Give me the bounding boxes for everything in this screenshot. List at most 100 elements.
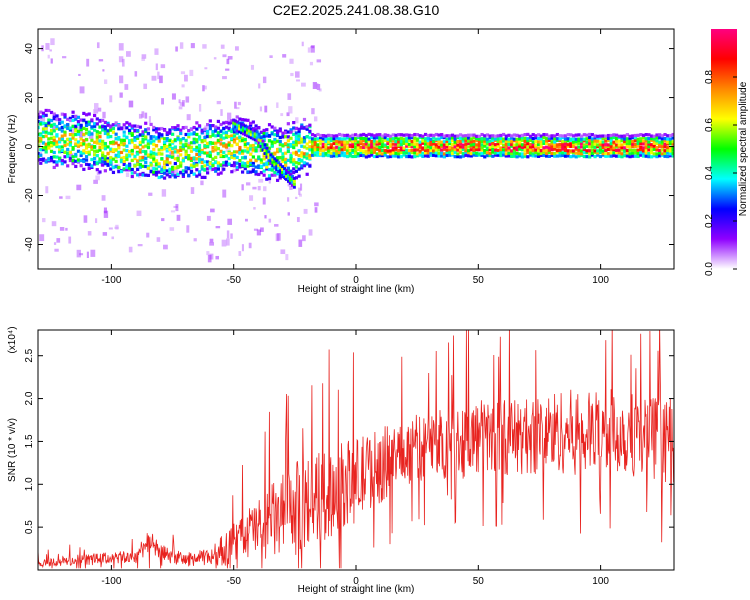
heatmap-cell [165, 169, 169, 173]
heatmap-speckle [144, 112, 148, 119]
heatmap-cell [413, 132, 417, 137]
heatmap-cell [222, 136, 226, 140]
heatmap-cell [82, 149, 86, 153]
heatmap-cell [281, 168, 285, 172]
heatmap-cell [76, 115, 81, 119]
heatmap-cell [66, 142, 70, 146]
heatmap-speckle [134, 71, 138, 77]
heatmap-cell [162, 147, 167, 151]
heatmap-cell [499, 140, 503, 144]
heatmap-cell [335, 154, 339, 158]
heatmap-cell [149, 152, 153, 156]
heatmap-cell [292, 170, 296, 175]
heatmap-cell [660, 152, 664, 156]
heatmap-cell [55, 140, 59, 144]
heatmap-cell [101, 139, 105, 143]
heatmap-cell [453, 147, 457, 151]
heatmap-cell [230, 163, 234, 168]
heatmap-cell [596, 151, 600, 155]
heatmap-cell [386, 141, 390, 146]
heatmap-cell [240, 138, 245, 143]
heatmap-cell [176, 149, 180, 153]
heatmap-cell [480, 139, 484, 144]
heatmap-cell [160, 152, 164, 156]
heatmap-cell [157, 132, 161, 136]
heatmap-cell [372, 146, 377, 150]
heatmap-cell [125, 135, 129, 140]
heatmap-cell [130, 158, 134, 163]
heatmap-cell [63, 155, 67, 159]
heatmap-cell [639, 151, 643, 155]
heatmap-cell [520, 148, 525, 152]
heatmap-cell [238, 147, 242, 152]
heatmap-cell [165, 157, 169, 161]
heatmap-cell [316, 150, 320, 155]
heatmap-cell [224, 120, 229, 124]
heatmap-cell [580, 145, 584, 149]
heatmap-cell [243, 149, 247, 153]
heatmap-cell [292, 182, 296, 186]
heatmap-cell [364, 155, 368, 159]
heatmap-cell [426, 138, 430, 143]
heatmap-cell [255, 133, 259, 137]
heatmap-cell [631, 154, 635, 158]
heatmap-cell [103, 141, 107, 146]
heatmap-cell [571, 149, 576, 153]
heatmap-cell [222, 121, 226, 125]
heatmap-cell [246, 170, 250, 174]
heatmap-cell [214, 148, 218, 152]
figure-title: C2E2.2025.241.08.38.G10 [273, 2, 440, 18]
heatmap-cell [378, 154, 382, 158]
heatmap-speckle [234, 101, 237, 109]
heatmap-cell [265, 162, 269, 166]
heatmap-cell [125, 153, 129, 157]
snr-x-tick-label: 100 [592, 576, 609, 587]
heatmap-cell [176, 156, 180, 160]
heatmap-cell [122, 142, 126, 146]
heatmap-cell [644, 146, 648, 150]
heatmap-cell [232, 127, 236, 131]
heatmap-cell [60, 112, 64, 116]
heatmap-cell [526, 132, 530, 137]
heatmap-cell [442, 155, 447, 159]
heatmap-cell [469, 137, 473, 141]
heatmap-cell [663, 145, 667, 149]
heatmap-cell [234, 128, 238, 132]
heatmap-cell [620, 134, 624, 138]
heatmap-cell [566, 151, 570, 155]
heatmap-cell [292, 162, 296, 166]
heatmap-cell [585, 155, 589, 159]
heatmap-cell [247, 126, 251, 130]
heatmap-cell [219, 122, 223, 127]
heatmap-speckle [202, 85, 205, 92]
heatmap-cell [569, 155, 573, 159]
heatmap-cell [74, 154, 78, 158]
heatmap-cell [448, 150, 452, 154]
heatmap-speckle [69, 153, 73, 156]
heatmap-cell [378, 133, 382, 137]
heatmap-cell [448, 136, 452, 140]
heatmap-cell [577, 133, 581, 137]
heatmap-cell [407, 154, 412, 159]
heatmap-cell [216, 131, 220, 135]
heatmap-cell [219, 142, 223, 146]
heatmap-cell [138, 172, 142, 176]
heatmap-cell [149, 122, 153, 127]
heatmap-cell [300, 123, 304, 127]
heatmap-cell [407, 136, 412, 140]
heatmap-cell [63, 143, 67, 148]
heatmap-cell [574, 142, 578, 146]
heatmap-cell [265, 165, 269, 169]
heatmap-cell [561, 151, 565, 155]
heatmap-cell [279, 163, 283, 167]
heatmap-cell [192, 161, 196, 166]
heatmap-cell [197, 152, 202, 156]
heatmap-cell [297, 131, 301, 136]
heatmap-cell [372, 142, 377, 146]
heatmap-cell [448, 139, 452, 144]
heatmap-cell [628, 145, 632, 149]
heatmap-cell [294, 152, 299, 156]
heatmap-cell [668, 152, 673, 156]
heatmap-cell [485, 146, 490, 150]
heatmap-cell [44, 150, 48, 154]
